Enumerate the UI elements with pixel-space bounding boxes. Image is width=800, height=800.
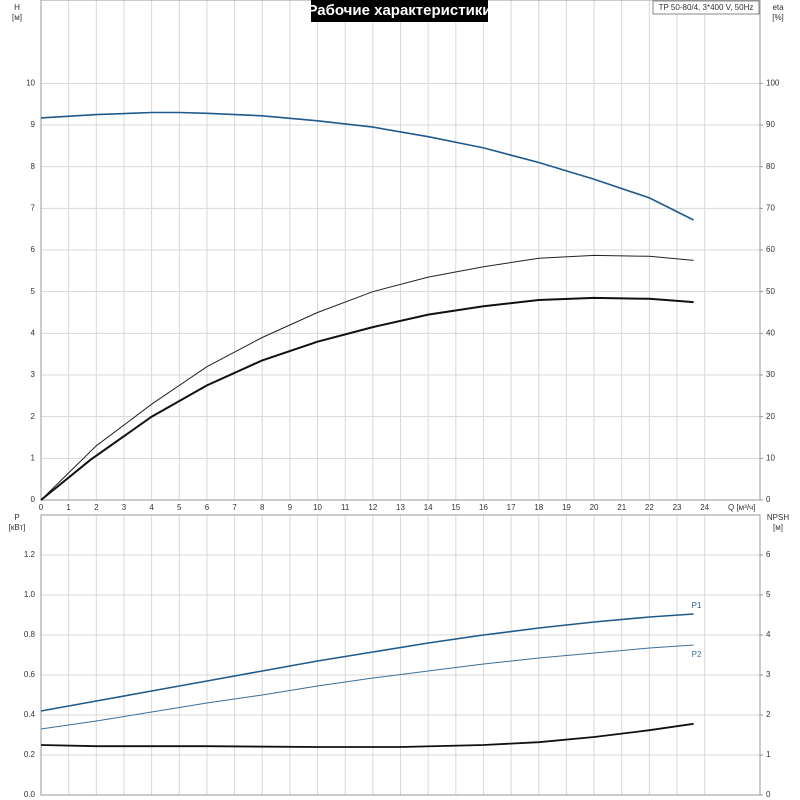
y2-tick-label: 100: [766, 78, 780, 87]
x-tick-label: 3: [122, 503, 127, 512]
y-tick-label: 1: [31, 453, 36, 462]
y-tick-label: 5: [31, 287, 36, 296]
model-box: [652, 0, 760, 15]
y2-tick-label: 4: [766, 630, 771, 639]
y-tick-label: 2: [31, 412, 36, 421]
x-tick-label: 22: [645, 503, 654, 512]
y-tick-label: 0.4: [24, 710, 36, 719]
y-tick-label: 0.6: [24, 670, 36, 679]
x-tick-label: 24: [700, 503, 709, 512]
x-tick-label: 9: [288, 503, 293, 512]
y-label: H: [14, 3, 20, 12]
y-tick-label: 0: [31, 495, 36, 504]
x-tick-label: 11: [341, 503, 350, 512]
y2-tick-label: 0: [766, 495, 771, 504]
y2-unit: [%]: [772, 13, 784, 22]
y-unit: [кВт]: [9, 523, 26, 532]
y2-tick-label: 10: [766, 453, 775, 462]
y2-tick-label: 2: [766, 710, 771, 719]
y2-tick-label: 90: [766, 120, 775, 129]
curve: [40, 111, 694, 221]
y-tick-label: 1.0: [24, 590, 36, 599]
y-tick-label: 7: [31, 203, 36, 212]
y-tick-label: 0.8: [24, 630, 36, 639]
x-tick-label: 16: [479, 503, 488, 512]
series-label: P2: [692, 650, 702, 659]
y2-tick-label: 5: [766, 590, 771, 599]
x-tick-label: 14: [424, 503, 433, 512]
y-label: P: [14, 513, 19, 522]
y-tick-label: 1.2: [24, 550, 36, 559]
x-tick-label: 1: [66, 503, 71, 512]
x-tick-label: 20: [590, 503, 599, 512]
x-tick-label: 10: [313, 503, 322, 512]
x-tick-label: 2: [94, 503, 99, 512]
y2-tick-label: 40: [766, 328, 775, 337]
curve: [40, 722, 694, 748]
y-tick-label: 0.0: [24, 790, 36, 799]
y2-tick-label: 0: [766, 790, 771, 799]
y2-tick-label: 1: [766, 750, 771, 759]
y2-unit: [м]: [773, 523, 783, 532]
title: Рабочие характеристики: [307, 2, 491, 19]
x-tick-label: 5: [177, 503, 182, 512]
x-tick-label: 4: [149, 503, 154, 512]
x-tick-label: 21: [617, 503, 626, 512]
y2-tick-label: 6: [766, 550, 771, 559]
y-tick-label: 6: [31, 245, 36, 254]
x-tick-label: 7: [232, 503, 237, 512]
y-tick-label: 3: [31, 370, 36, 379]
y-tick-label: 9: [31, 120, 36, 129]
y2-tick-label: 3: [766, 670, 771, 679]
y2-label: NPSH: [767, 513, 789, 522]
y-tick-label: 4: [31, 328, 36, 337]
x-tick-label: 23: [673, 503, 682, 512]
y2-tick-label: 20: [766, 412, 775, 421]
y2-label: eta: [772, 3, 784, 12]
x-tick-label: 0: [39, 503, 44, 512]
y-tick-label: 10: [26, 78, 35, 87]
x-tick-label: 18: [534, 503, 543, 512]
x-tick-label: 13: [396, 503, 405, 512]
y2-tick-label: 30: [766, 370, 775, 379]
x-tick-label: 12: [368, 503, 377, 512]
y-unit: [м]: [12, 13, 22, 22]
x-tick-label: 15: [451, 503, 460, 512]
y2-tick-label: 60: [766, 245, 775, 254]
curve: [40, 254, 694, 501]
x-tick-label: 8: [260, 503, 265, 512]
bottom-frame: [40, 514, 761, 796]
x-tick-label: 6: [205, 503, 210, 512]
title-box: [311, 0, 488, 22]
series-label: P1: [692, 601, 702, 610]
x-label: Q [м³/ч]: [728, 503, 755, 512]
y2-tick-label: 50: [766, 287, 775, 296]
y2-tick-label: 80: [766, 162, 775, 171]
y-tick-label: 8: [31, 162, 36, 171]
y-tick-label: 0.2: [24, 750, 36, 759]
curve: [40, 644, 694, 730]
model: TP 50-80/4, 3*400 V, 50Hz: [659, 3, 754, 12]
curve: [40, 296, 694, 501]
x-tick-label: 17: [507, 503, 516, 512]
x-tick-label: 19: [562, 503, 571, 512]
curve: [40, 613, 694, 712]
y2-tick-label: 70: [766, 203, 775, 212]
grids: [40, 0, 760, 796]
